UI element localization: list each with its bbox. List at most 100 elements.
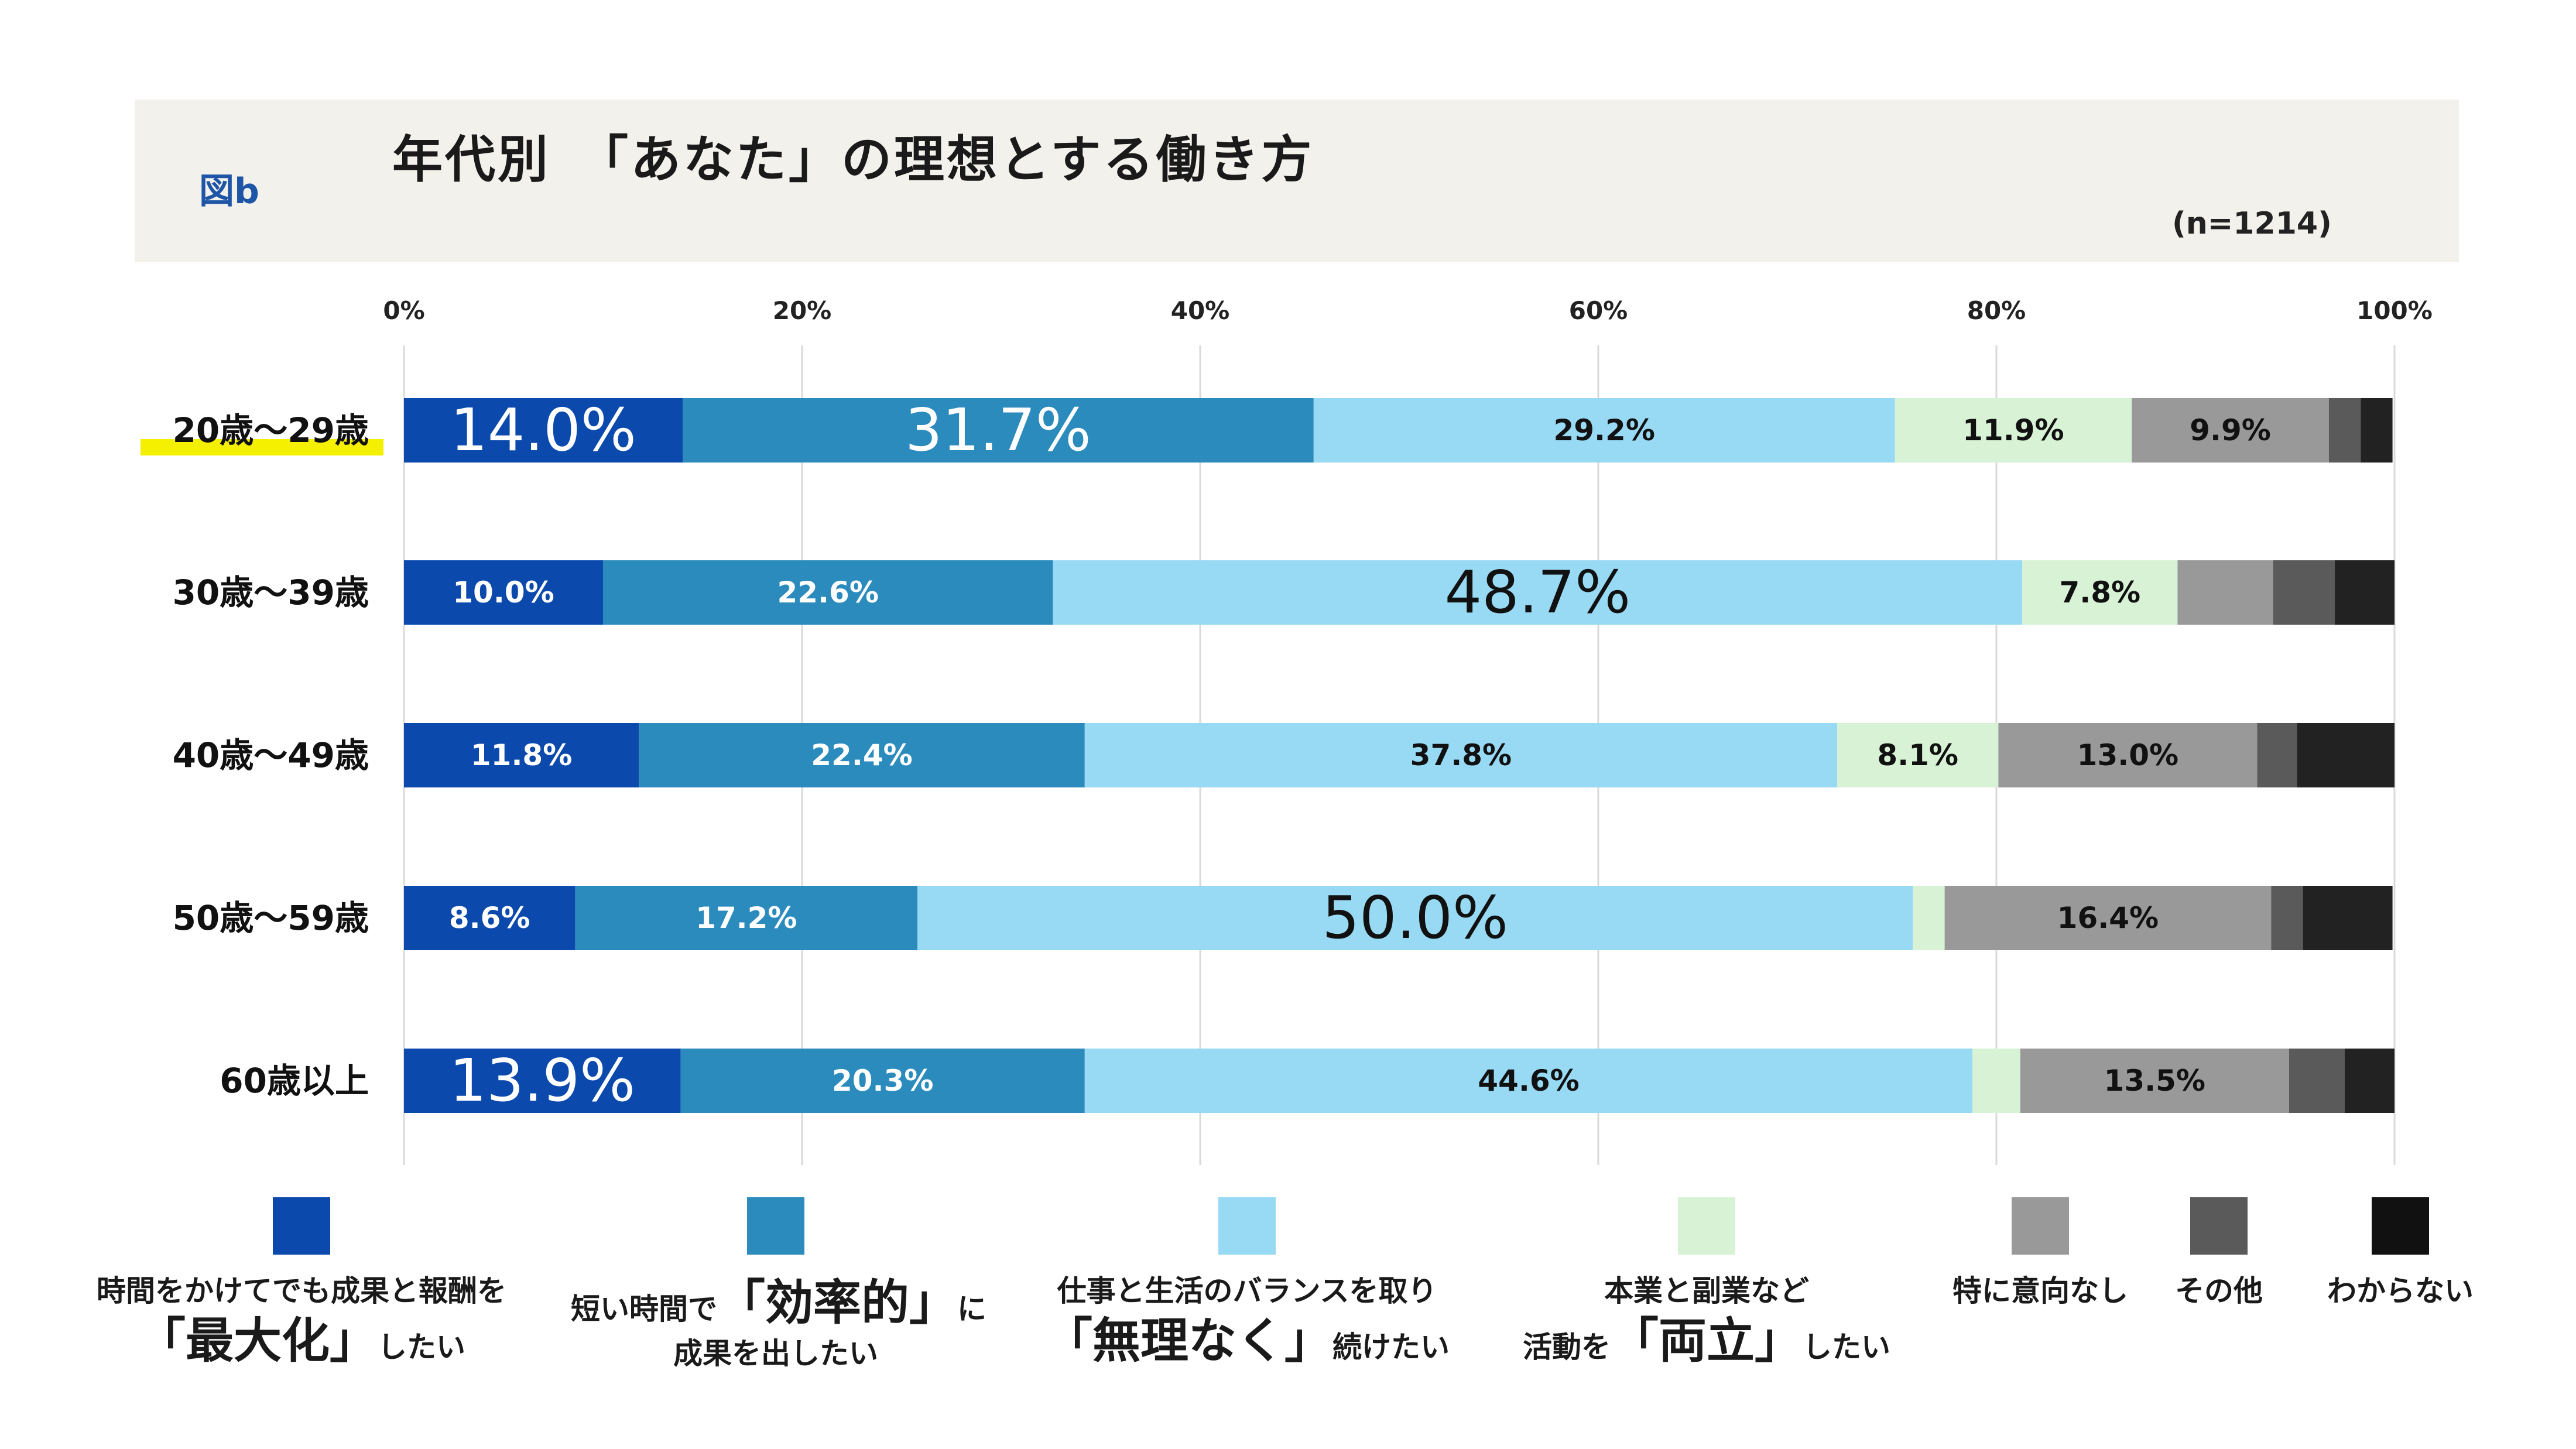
legend-item: 仕事と生活のバランスを取り 「無理なく」続けたい xyxy=(1042,1197,1452,1373)
bar-segment xyxy=(2361,398,2393,463)
bar-segment xyxy=(575,886,918,950)
data-label: 14.0% xyxy=(450,396,636,464)
category-label: 40歳〜49歳 xyxy=(173,735,369,775)
legend-text: 時間をかけてでも成果と報酬を xyxy=(97,1274,506,1308)
legend-text: わからない xyxy=(2327,1274,2474,1308)
bar-segment xyxy=(2328,398,2361,463)
data-label: 22.4% xyxy=(811,738,912,772)
legend-text: その他 xyxy=(2175,1274,2263,1308)
legend-swatch xyxy=(1218,1197,1276,1255)
legend-text: 「最大化」 xyxy=(137,1313,378,1369)
legend-text-line: 本業と副業など xyxy=(1502,1272,1912,1310)
bar-segment xyxy=(404,560,603,625)
legend-item: その他 xyxy=(2014,1197,2424,1310)
data-label: 37.8% xyxy=(1410,738,1512,772)
bar-segment xyxy=(2020,1049,2289,1113)
legend-text: 続けたい xyxy=(1332,1330,1450,1364)
data-label: 11.8% xyxy=(471,738,572,772)
legend-text-line: 「無理なく」続けたい xyxy=(1042,1310,1452,1373)
legend-item: 特に意向なし xyxy=(1835,1197,2245,1310)
bar-segment xyxy=(1084,1049,1973,1113)
category-label: 60歳以上 xyxy=(220,1061,369,1101)
bar-segment xyxy=(2273,560,2335,625)
data-label: 8.6% xyxy=(449,901,530,935)
bar-segment xyxy=(683,398,1314,463)
data-label: 22.6% xyxy=(777,576,878,609)
bar-segment xyxy=(2022,560,2178,625)
data-label: 50.0% xyxy=(1322,883,1508,952)
category-label: 20歳〜29歳 xyxy=(173,410,369,450)
bar-segment xyxy=(2335,560,2395,625)
category-label: 50歳〜59歳 xyxy=(173,898,369,938)
bar-segment xyxy=(603,560,1053,625)
legend-text: 「効率的」 xyxy=(717,1275,958,1331)
legend-swatch xyxy=(2372,1197,2429,1255)
bar-segment xyxy=(1913,886,1945,950)
bar-segment xyxy=(2177,560,2273,625)
data-label: 8.1% xyxy=(1877,738,1958,772)
legend-item: 時間をかけてでも成果と報酬を 「最大化」したい xyxy=(97,1197,506,1373)
legend-text-line: 特に意向なし xyxy=(1835,1272,2245,1310)
legend-text: に xyxy=(957,1292,987,1326)
data-label: 17.2% xyxy=(696,901,797,935)
category-highlight xyxy=(141,439,383,455)
legend-text-line: 仕事と生活のバランスを取り xyxy=(1042,1272,1452,1310)
data-label: 13.9% xyxy=(449,1046,635,1115)
data-label: 11.9% xyxy=(1962,413,2064,447)
bar-segment xyxy=(2289,1049,2345,1113)
legend-text: 特に意向なし xyxy=(1952,1274,2128,1308)
figure-label: 図b xyxy=(199,171,259,212)
data-label: 16.4% xyxy=(2057,901,2159,935)
bar-segment xyxy=(917,886,1913,950)
x-tick-label: 60% xyxy=(1569,296,1628,325)
bar-segment xyxy=(2257,723,2297,787)
legend-text: したい xyxy=(378,1330,465,1364)
legend-text-line: 短い時間で「効率的」に xyxy=(571,1272,986,1335)
data-label: 9.9% xyxy=(2190,413,2271,447)
header-band xyxy=(135,100,2459,262)
data-label: 31.7% xyxy=(905,396,1091,464)
x-tick-label: 80% xyxy=(1967,296,2026,325)
legend-text: 「両立」 xyxy=(1610,1313,1803,1369)
legend-text: 仕事と生活のバランスを取り xyxy=(1057,1274,1437,1308)
legend-swatch xyxy=(273,1197,330,1255)
legend-text-line: 活動を「両立」したい xyxy=(1502,1310,1912,1373)
legend-text-line: わからない xyxy=(2195,1272,2576,1310)
chart-title: 年代別 「あなた」の理想とする働き方 xyxy=(392,131,1314,189)
legend-text-line: 「最大化」したい xyxy=(97,1310,506,1373)
legend-text: 成果を出したい xyxy=(673,1336,878,1371)
data-label: 48.7% xyxy=(1444,558,1630,626)
legend-text-line: その他 xyxy=(2014,1272,2424,1310)
legend-item: 短い時間で「効率的」に 成果を出したい xyxy=(571,1197,986,1373)
legend-text: 活動を xyxy=(1522,1330,1611,1364)
legend-swatch xyxy=(2012,1197,2069,1255)
legend-text: 「無理なく」 xyxy=(1044,1313,1332,1369)
legend-swatch xyxy=(747,1197,804,1255)
legend-text-line: 成果を出したい xyxy=(571,1335,981,1373)
bar-segment xyxy=(404,1049,681,1113)
legend-text-line: 時間をかけてでも成果と報酬を xyxy=(97,1272,506,1310)
legend-text: 短い時間で xyxy=(571,1292,717,1326)
bar-segment xyxy=(2345,1049,2395,1113)
bar-segment xyxy=(2132,398,2329,463)
bar-segment xyxy=(1998,723,2258,787)
bar-segment xyxy=(2271,886,2303,950)
bar-segment xyxy=(1972,1049,2020,1113)
category-label: 30歳〜39歳 xyxy=(173,573,369,612)
legend-item: 本業と副業など 活動を「両立」したい xyxy=(1502,1197,1912,1373)
bar-segment xyxy=(404,886,576,950)
bar-segment xyxy=(2303,886,2393,950)
bar-segment xyxy=(404,723,639,787)
bar-segment xyxy=(404,398,683,463)
x-tick-label: 0% xyxy=(383,296,424,325)
x-tick-label: 40% xyxy=(1171,296,1230,325)
data-label: 13.0% xyxy=(2077,738,2178,772)
data-label: 20.3% xyxy=(832,1064,933,1098)
data-label: 13.5% xyxy=(2104,1064,2205,1098)
data-label: 10.0% xyxy=(453,576,554,609)
legend-item: わからない xyxy=(2195,1197,2576,1310)
x-tick-label: 20% xyxy=(773,296,832,325)
bar-segment xyxy=(1837,723,1999,787)
x-tick-label: 100% xyxy=(2356,296,2433,325)
